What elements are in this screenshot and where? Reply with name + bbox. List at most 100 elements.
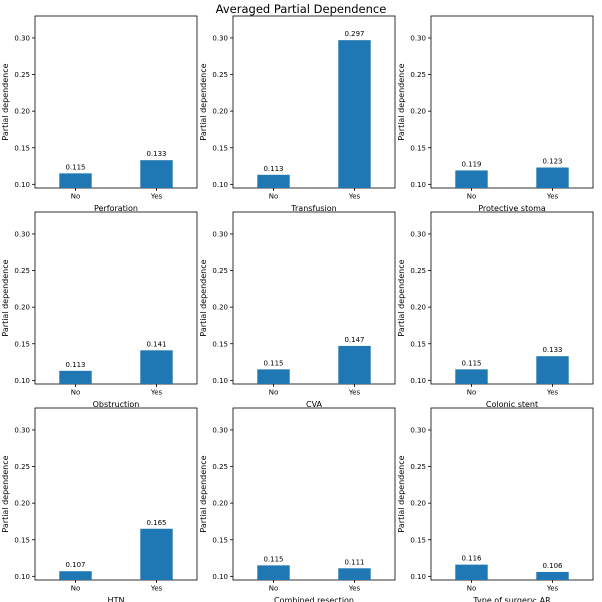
x-tick-label: Yes (348, 585, 361, 593)
y-tick-label: 0.10 (212, 181, 228, 189)
bar-value-label: 0.133 (146, 150, 166, 158)
bar-yes (140, 350, 173, 384)
y-tick-label: 0.20 (212, 500, 228, 508)
y-tick-label: 0.30 (14, 231, 30, 239)
x-tick-label: Yes (348, 389, 361, 397)
bar-value-label: 0.147 (344, 336, 364, 344)
y-tick-label: 0.20 (212, 108, 228, 116)
bar-no (455, 170, 488, 188)
axes-frame (34, 15, 198, 189)
bar-yes (140, 160, 173, 188)
y-tick-label: 0.15 (410, 144, 426, 152)
bar-no (59, 173, 92, 188)
bar-value-label: 0.119 (461, 160, 481, 168)
y-tick-label: 0.20 (410, 108, 426, 116)
y-tick-label: 0.25 (14, 267, 30, 275)
x-axis-label: Obstruction (93, 400, 140, 409)
axes-frame (430, 211, 594, 385)
y-tick-label: 0.15 (410, 536, 426, 544)
axes-frame (232, 407, 396, 581)
bar-value-label: 0.165 (146, 519, 166, 527)
bar-value-label: 0.111 (344, 558, 364, 566)
y-tick-label: 0.25 (212, 463, 228, 471)
y-tick-label: 0.25 (212, 267, 228, 275)
y-tick-label: 0.20 (212, 304, 228, 312)
axes-frame (430, 407, 594, 581)
x-axis-label: Protective stoma (478, 204, 546, 213)
x-tick-label: No (269, 193, 279, 201)
x-axis-label: Combined resection (274, 596, 354, 602)
axes-frame (232, 15, 396, 189)
x-tick-label: No (269, 585, 279, 593)
x-tick-label: Yes (546, 193, 559, 201)
y-tick-label: 0.30 (14, 35, 30, 43)
x-axis-label: Transfusion (290, 204, 336, 213)
bar-value-label: 0.115 (65, 163, 85, 171)
y-axis-label: Partial dependence (199, 455, 208, 532)
bar-value-label: 0.115 (263, 359, 283, 367)
x-tick-label: No (269, 389, 279, 397)
bar-value-label: 0.106 (542, 562, 563, 570)
bar-value-label: 0.113 (263, 165, 283, 173)
subplot-7: 0.10 0.15 0.20 0.25 0.30 Partial dependence 0.… (1, 407, 198, 602)
y-axis-label: Partial dependence (199, 63, 208, 140)
y-tick-label: 0.15 (212, 536, 228, 544)
y-axis-label: Partial dependence (397, 63, 406, 140)
x-tick-label: Yes (348, 193, 361, 201)
subplot-6: 0.10 0.15 0.20 0.25 0.30 Partial dependence 0.… (397, 211, 594, 409)
bar-value-label: 0.123 (542, 158, 562, 166)
bar-value-label: 0.113 (65, 361, 85, 369)
bar-no (455, 564, 488, 580)
y-tick-label: 0.10 (14, 377, 30, 385)
x-tick-label: No (467, 389, 477, 397)
x-tick-label: No (71, 389, 81, 397)
y-tick-label: 0.30 (410, 427, 426, 435)
y-tick-label: 0.10 (410, 181, 426, 189)
y-tick-label: 0.10 (14, 573, 30, 581)
y-tick-label: 0.10 (212, 573, 228, 581)
y-axis-label: Partial dependence (199, 259, 208, 336)
x-tick-label: Yes (150, 585, 163, 593)
y-tick-label: 0.30 (14, 427, 30, 435)
x-axis-label: HTN (108, 596, 125, 602)
bar-value-label: 0.141 (146, 340, 166, 348)
y-tick-label: 0.30 (212, 35, 228, 43)
bar-yes (338, 345, 371, 384)
y-tick-label: 0.25 (410, 267, 426, 275)
x-axis-label: Type of surgery: AR (472, 596, 551, 602)
y-tick-label: 0.10 (14, 181, 30, 189)
y-tick-label: 0.30 (212, 231, 228, 239)
x-tick-label: No (71, 193, 81, 201)
bar-value-label: 0.116 (461, 555, 482, 563)
y-tick-label: 0.15 (410, 340, 426, 348)
y-tick-label: 0.25 (14, 463, 30, 471)
x-axis-label: Colonic stent (486, 400, 538, 409)
x-axis-label: Perforation (94, 204, 138, 213)
x-tick-label: Yes (546, 389, 559, 397)
x-tick-label: No (71, 585, 81, 593)
axes-frame (430, 15, 594, 189)
y-tick-label: 0.20 (14, 500, 30, 508)
axes-frame (34, 407, 198, 581)
subplot-1: 0.10 0.15 0.20 0.25 0.30 Partial dependence 0.… (1, 15, 198, 213)
subplot-4: 0.10 0.15 0.20 0.25 0.30 Partial dependence 0.… (1, 211, 198, 409)
y-tick-label: 0.30 (212, 427, 228, 435)
y-tick-label: 0.20 (410, 304, 426, 312)
x-tick-label: Yes (150, 193, 163, 201)
bar-yes (536, 571, 569, 580)
bar-no (59, 571, 92, 580)
x-tick-label: No (467, 585, 477, 593)
y-tick-label: 0.15 (14, 340, 30, 348)
bar-value-label: 0.297 (344, 30, 364, 38)
y-axis-label: Partial dependence (1, 259, 10, 336)
figure-title: Averaged Partial Dependence (215, 2, 387, 16)
y-tick-label: 0.20 (14, 108, 30, 116)
y-axis-label: Partial dependence (1, 63, 10, 140)
bar-value-label: 0.115 (461, 359, 481, 367)
subplot-2: 0.10 0.15 0.20 0.25 0.30 Partial dependence 0.… (199, 15, 396, 213)
bar-yes (536, 167, 569, 188)
y-tick-label: 0.25 (410, 463, 426, 471)
y-tick-label: 0.20 (14, 304, 30, 312)
axes-frame (232, 211, 396, 385)
